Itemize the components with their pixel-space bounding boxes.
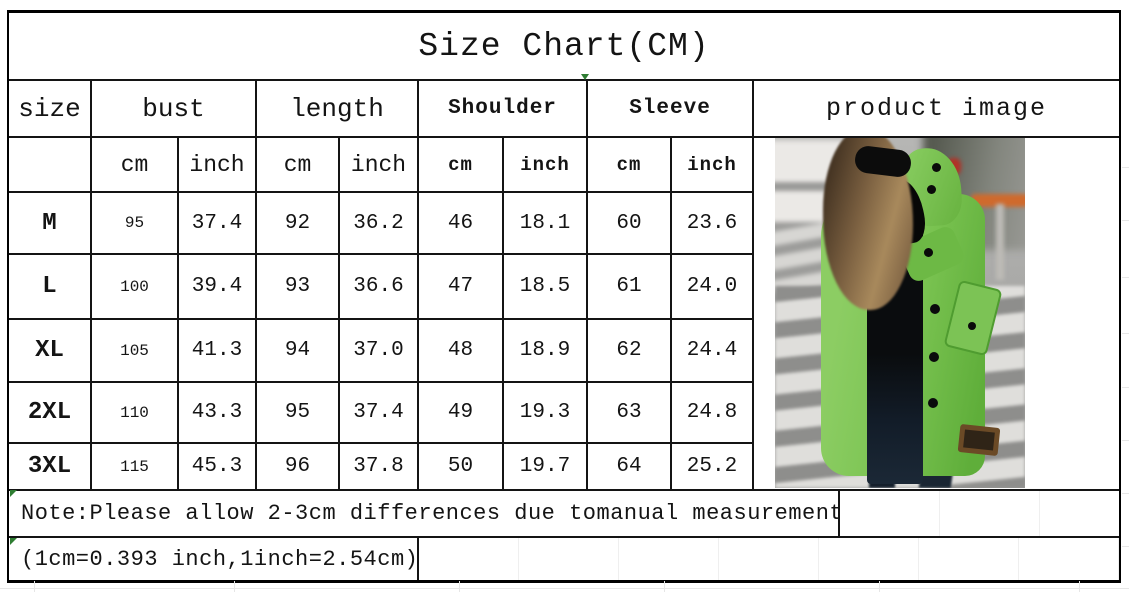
size-value-cell: 24.0 — [672, 255, 754, 320]
col-header-shoulder: Shoulder — [419, 81, 588, 138]
col-header-length: length — [257, 81, 419, 138]
photo-coat-button — [929, 352, 939, 362]
gridline — [1122, 493, 1129, 494]
size-value-cell: 96 — [257, 444, 340, 491]
unit-header-shoulder-inch: inch — [504, 138, 588, 193]
green-corner-mark — [10, 538, 17, 545]
gridline — [1122, 387, 1129, 388]
gridline — [1122, 546, 1129, 547]
size-value-cell: 47 — [419, 255, 504, 320]
photo-coat-button — [928, 398, 938, 408]
size-value-cell: 62 — [588, 320, 672, 383]
gridline — [1122, 440, 1129, 441]
size-value-cell: 37.4 — [340, 383, 419, 444]
size-value-cell: 48 — [419, 320, 504, 383]
size-chart-table: Size Chart(CM) size bust length Shoulder… — [7, 10, 1121, 583]
size-value-cell: 36.2 — [340, 193, 419, 255]
col-header-sleeve: Sleeve — [588, 81, 754, 138]
size-value-cell: 46 — [419, 193, 504, 255]
size-value-cell: 36.6 — [340, 255, 419, 320]
unit-header-length-cm: cm — [257, 138, 340, 193]
size-value-cell: 18.1 — [504, 193, 588, 255]
size-value-cell: 94 — [257, 320, 340, 383]
size-value-cell: 115 — [92, 444, 179, 491]
product-image-cell — [754, 138, 1119, 491]
size-value-cell: 64 — [588, 444, 672, 491]
col-header-product-image: product image — [754, 81, 1119, 138]
size-value-cell: 110 — [92, 383, 179, 444]
size-label-cell: 2XL — [9, 383, 92, 444]
unit-header-sleeve-inch: inch — [672, 138, 754, 193]
photo-cuff-button — [924, 248, 933, 257]
measurement-note: Note:Please allow 2-3cm differences due … — [9, 491, 840, 538]
size-value-cell: 37.0 — [340, 320, 419, 383]
size-value-cell: 61 — [588, 255, 672, 320]
size-value-cell: 63 — [588, 383, 672, 444]
photo-collar-button — [932, 163, 941, 172]
gridline — [1122, 220, 1129, 221]
gridline — [1122, 333, 1129, 334]
note-row-filler — [840, 491, 1119, 538]
size-value-cell: 93 — [257, 255, 340, 320]
photo-orange-streak — [971, 194, 1025, 207]
col-header-bust: bust — [92, 81, 257, 138]
unit-header-bust-inch: inch — [179, 138, 257, 193]
green-tick-mark — [581, 74, 589, 80]
unit-header-sleeve-cm: cm — [588, 138, 672, 193]
photo-pole — [996, 204, 1004, 280]
size-value-cell: 19.7 — [504, 444, 588, 491]
size-subheader-empty — [9, 138, 92, 193]
size-value-cell: 24.8 — [672, 383, 754, 444]
size-label-cell: L — [9, 255, 92, 320]
gridline — [879, 581, 880, 592]
size-value-cell: 43.3 — [179, 383, 257, 444]
green-corner-mark — [10, 490, 17, 497]
size-value-cell: 95 — [257, 383, 340, 444]
size-value-cell: 95 — [92, 193, 179, 255]
gridline — [234, 581, 235, 592]
unit-header-length-inch: inch — [340, 138, 419, 193]
size-label-cell: M — [9, 193, 92, 255]
size-value-cell: 49 — [419, 383, 504, 444]
product-photo — [775, 138, 1025, 488]
size-value-cell: 37.4 — [179, 193, 257, 255]
gridline — [34, 581, 35, 592]
gridline — [459, 581, 460, 592]
size-label-cell: 3XL — [9, 444, 92, 491]
photo-truck-stripe — [775, 182, 855, 191]
size-value-cell: 39.4 — [179, 255, 257, 320]
unit-header-bust-cm: cm — [92, 138, 179, 193]
gridline — [664, 581, 665, 592]
unit-header-shoulder-cm: cm — [419, 138, 504, 193]
size-value-cell: 18.5 — [504, 255, 588, 320]
size-value-cell: 105 — [92, 320, 179, 383]
size-value-cell: 92 — [257, 193, 340, 255]
conversion-note: (1cm=0.393 inch,1inch=2.54cm) — [9, 538, 419, 580]
conversion-row-filler — [419, 538, 1119, 580]
gridline — [1122, 167, 1129, 168]
gridline — [1122, 277, 1129, 278]
size-value-cell: 100 — [92, 255, 179, 320]
photo-collar-button — [927, 185, 936, 194]
gridline — [1079, 581, 1080, 592]
photo-belt-buckle — [957, 423, 1001, 457]
size-value-cell: 18.9 — [504, 320, 588, 383]
size-value-cell: 50 — [419, 444, 504, 491]
size-value-cell: 25.2 — [672, 444, 754, 491]
gridline — [0, 588, 1129, 589]
size-label-cell: XL — [9, 320, 92, 383]
size-value-cell: 19.3 — [504, 383, 588, 444]
size-value-cell: 45.3 — [179, 444, 257, 491]
size-value-cell: 37.8 — [340, 444, 419, 491]
photo-pocket-button — [968, 322, 976, 330]
size-value-cell: 23.6 — [672, 193, 754, 255]
size-value-cell: 41.3 — [179, 320, 257, 383]
size-value-cell: 24.4 — [672, 320, 754, 383]
page-title: Size Chart(CM) — [9, 13, 1119, 81]
photo-coat-button — [930, 304, 940, 314]
size-value-cell: 60 — [588, 193, 672, 255]
col-header-size: size — [9, 81, 92, 138]
